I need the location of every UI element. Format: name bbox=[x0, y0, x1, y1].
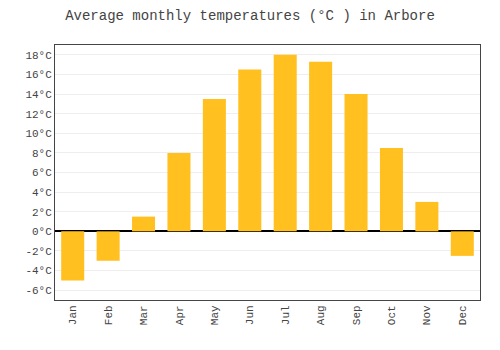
svg-text:2°C: 2°C bbox=[32, 207, 52, 219]
svg-text:-6°C: -6°C bbox=[25, 285, 52, 297]
svg-text:8°C: 8°C bbox=[32, 148, 52, 160]
svg-text:Jan: Jan bbox=[67, 305, 79, 325]
svg-text:-2°C: -2°C bbox=[25, 246, 52, 258]
svg-text:Oct: Oct bbox=[386, 305, 398, 325]
svg-text:-4°C: -4°C bbox=[25, 265, 52, 277]
svg-text:Average monthly temperatures (: Average monthly temperatures (°C ) in Ar… bbox=[65, 8, 435, 24]
svg-text:Jun: Jun bbox=[244, 305, 256, 325]
svg-text:18°C: 18°C bbox=[25, 50, 52, 62]
svg-text:Nov: Nov bbox=[421, 305, 433, 325]
svg-text:May: May bbox=[209, 305, 221, 325]
svg-text:Sep: Sep bbox=[351, 305, 363, 325]
svg-text:10°C: 10°C bbox=[25, 128, 52, 140]
svg-text:Feb: Feb bbox=[103, 305, 115, 325]
svg-text:6°C: 6°C bbox=[32, 167, 52, 179]
svg-text:Mar: Mar bbox=[138, 305, 150, 325]
svg-text:12°C: 12°C bbox=[25, 109, 52, 121]
svg-text:14°C: 14°C bbox=[25, 89, 52, 101]
svg-text:Dec: Dec bbox=[457, 305, 469, 325]
svg-text:Jul: Jul bbox=[280, 305, 292, 325]
svg-text:Apr: Apr bbox=[174, 305, 186, 325]
svg-text:4°C: 4°C bbox=[32, 187, 52, 199]
svg-text:16°C: 16°C bbox=[25, 69, 52, 81]
svg-text:Aug: Aug bbox=[315, 305, 327, 325]
svg-text:0°C: 0°C bbox=[32, 226, 52, 238]
